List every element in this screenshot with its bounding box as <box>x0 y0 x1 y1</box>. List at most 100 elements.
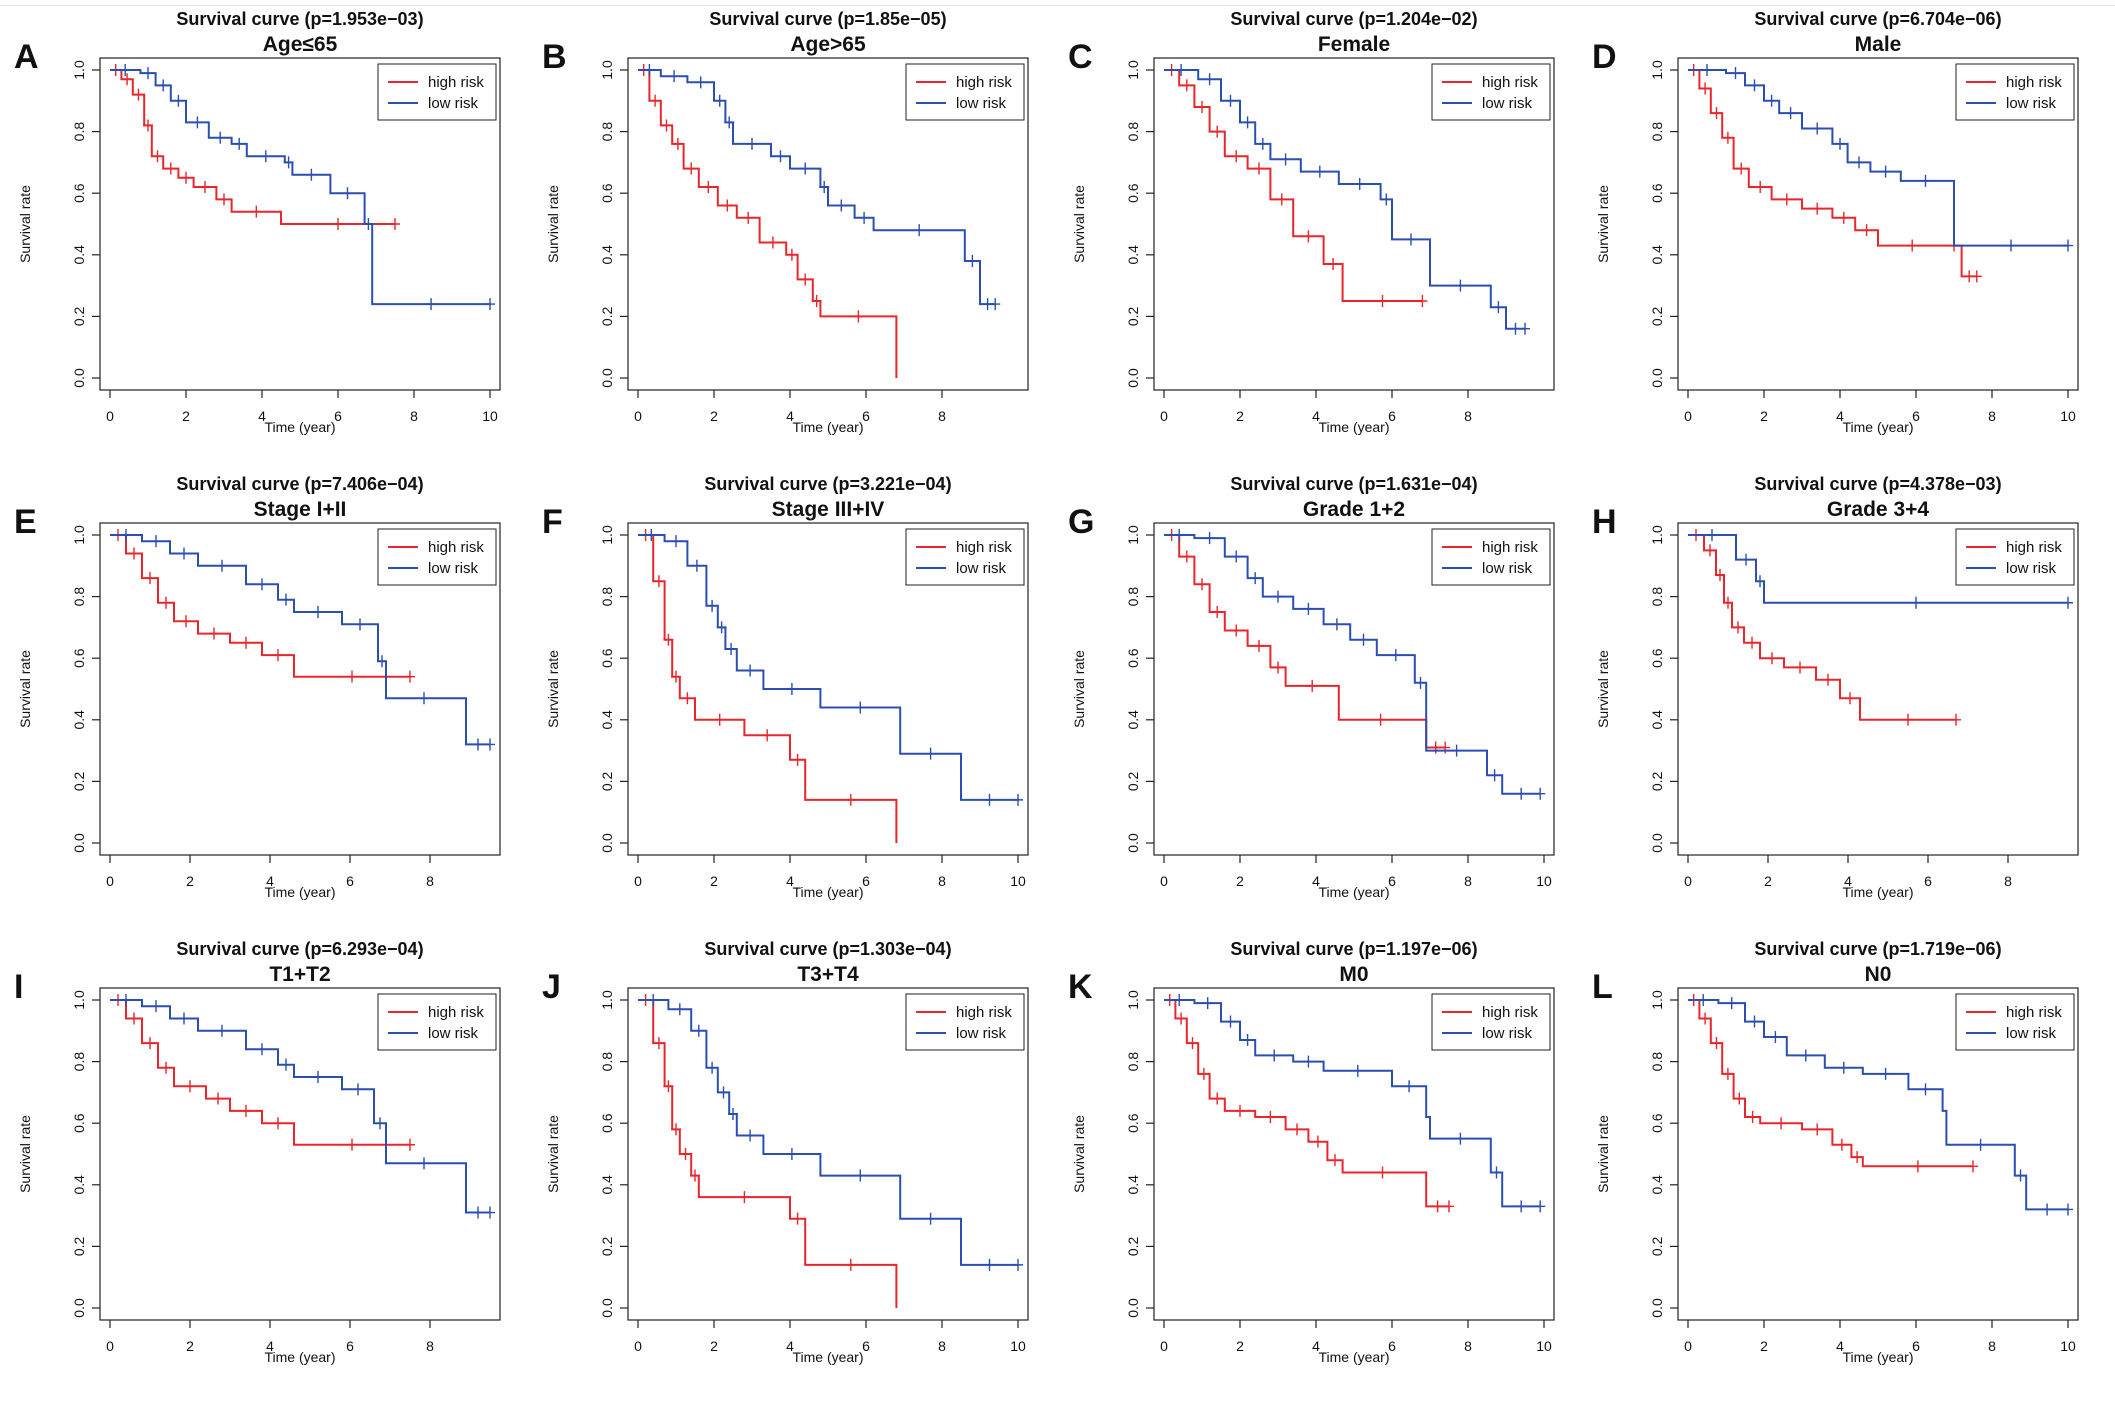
plot-frame <box>1677 522 2079 856</box>
high-risk-curve <box>1688 534 1956 721</box>
censor-mark <box>1491 1166 1502 1179</box>
legend-low-label: low risk <box>1482 560 1533 577</box>
censor-mark <box>133 88 144 101</box>
x-tick-label: 6 <box>1924 873 1932 889</box>
x-axis-label: Time (year) <box>1318 419 1389 435</box>
censor-mark <box>1273 590 1283 603</box>
panel-letter: E <box>14 503 37 541</box>
censor-mark <box>1358 633 1369 646</box>
y-tick-label: 0.8 <box>1649 1052 1665 1072</box>
censor-mark <box>213 1092 223 1105</box>
censor-mark <box>426 298 437 311</box>
y-tick-label: 0.2 <box>1125 771 1141 791</box>
x-axis-label: Time (year) <box>264 884 335 900</box>
censor-mark <box>1736 162 1747 175</box>
panel-letter: K <box>1068 968 1093 1006</box>
censor-mark <box>1836 1138 1847 1151</box>
censor-mark <box>722 199 733 212</box>
censor-mark <box>767 236 778 249</box>
censor-mark <box>1202 997 1213 1010</box>
censor-mark <box>1375 713 1386 726</box>
censor-mark <box>1328 258 1339 271</box>
y-tick-label: 0.4 <box>1649 710 1665 730</box>
y-tick-label: 0.0 <box>1125 368 1141 388</box>
y-tick-label: 0.8 <box>599 587 615 607</box>
x-tick-label: 6 <box>346 873 354 889</box>
censor-mark <box>775 150 786 163</box>
x-tick-label: 0 <box>1160 873 1168 889</box>
x-tick-label: 8 <box>426 1338 434 1354</box>
legend-box <box>1955 993 2075 1051</box>
censor-mark <box>1747 1111 1758 1124</box>
censor-mark <box>1755 181 1766 194</box>
censor-mark <box>663 1080 674 1093</box>
y-tick-label: 0.2 <box>71 306 87 326</box>
censor-mark <box>1377 295 1388 307</box>
legend-high-label: high risk <box>956 74 1012 91</box>
panel-j: J Survival curve (p=1.303e−04) T3+T4 0.0 0.2… <box>542 939 1029 1365</box>
x-tick-label: 10 <box>482 408 498 424</box>
y-tick-label: 0.2 <box>71 771 87 791</box>
censor-mark <box>181 171 191 184</box>
censor-mark <box>185 1080 195 1093</box>
plot-frame <box>99 522 501 856</box>
x-axis-label: Time (year) <box>1842 1349 1913 1365</box>
x-tick-label: 2 <box>182 408 190 424</box>
x-tick-label: 2 <box>1760 1338 1768 1354</box>
legend-low-label: low risk <box>956 1025 1007 1042</box>
x-tick-label: 2 <box>710 408 718 424</box>
censor-mark <box>179 547 189 560</box>
censor-mark <box>800 162 811 175</box>
censor-mark <box>1455 279 1466 292</box>
censor-mark <box>2042 1203 2053 1216</box>
censor-mark <box>716 621 727 634</box>
x-tick-label: 10 <box>2060 1338 2076 1354</box>
censor-mark <box>129 547 139 560</box>
x-tick-label: 4 <box>1836 1338 1844 1354</box>
y-tick-label: 1.0 <box>71 990 87 1010</box>
x-tick-label: 0 <box>634 873 642 889</box>
censor-mark <box>984 793 995 806</box>
y-tick-label: 0.4 <box>71 245 87 265</box>
high-risk-curve <box>638 69 898 378</box>
chart-subtitle: N0 <box>1865 963 1892 986</box>
censor-mark <box>2063 596 2073 609</box>
censor-mark <box>333 218 343 230</box>
panel-c: C Survival curve (p=1.204e−02) Female 0.0 0.… <box>1068 9 1555 435</box>
censor-mark <box>714 713 725 726</box>
low-risk-curve <box>110 999 490 1214</box>
censor-mark <box>306 168 317 181</box>
censor-mark <box>161 596 171 609</box>
y-tick-label: 0.6 <box>1649 1113 1665 1133</box>
legend-high-label: high risk <box>428 539 484 556</box>
censor-mark <box>1971 270 1982 283</box>
censor-mark <box>1700 82 1711 95</box>
x-tick-label: 10 <box>1010 873 1026 889</box>
y-axis-label: Survival rate <box>545 1115 561 1193</box>
plot-frame <box>627 57 1029 391</box>
legend-box <box>377 993 497 1051</box>
legend-box <box>1431 63 1551 121</box>
x-tick-label: 2 <box>1760 408 1768 424</box>
y-tick-label: 0.0 <box>71 368 87 388</box>
y-tick-label: 0.8 <box>599 1052 615 1072</box>
censor-mark <box>1800 1049 1811 1062</box>
censor-mark <box>1880 165 1891 178</box>
censor-mark <box>353 1083 363 1096</box>
chart-title: Survival curve (p=1.197e−06) <box>1230 939 1477 959</box>
censor-mark <box>1181 79 1192 92</box>
y-axis-label: Survival rate <box>1071 650 1087 728</box>
x-tick-label: 4 <box>1312 873 1320 889</box>
censor-mark <box>1838 211 1849 224</box>
censor-mark <box>1755 575 1765 588</box>
y-tick-label: 0.0 <box>599 833 615 853</box>
low-risk-curve <box>1688 534 2068 604</box>
y-tick-label: 0.2 <box>599 1236 615 1256</box>
y-tick-label: 0.0 <box>1649 1298 1665 1318</box>
censor-mark <box>1265 1111 1276 1124</box>
x-tick-label: 2 <box>186 873 194 889</box>
censor-mark <box>1430 741 1441 754</box>
panel-h: H Survival curve (p=4.378e−03) Grade 3+4 0.… <box>1592 474 2079 900</box>
legend-high-label: high risk <box>1482 74 1538 91</box>
